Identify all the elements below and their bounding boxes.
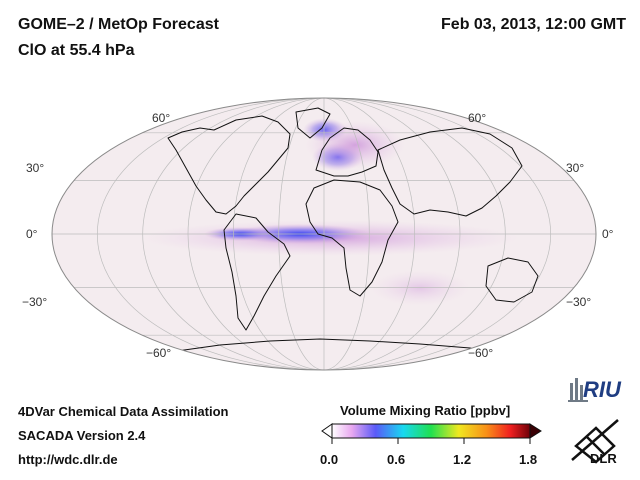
map-subtitle: ClO at 55.4 hPa (18, 42, 135, 59)
globe-outline (51, 97, 597, 371)
lat-label-60s-left: −60° (146, 346, 171, 360)
latitude-labels-right: 60° 30° 0° −30° −60° (468, 111, 614, 360)
south-pink-patch (370, 270, 470, 306)
graticule (52, 98, 596, 370)
footer-method: 4DVar Chemical Data Assimilation (18, 404, 229, 419)
antarctica-coast (169, 338, 506, 357)
colorbar-low-arrow (321, 423, 333, 439)
lat-label-60s-right: −60° (468, 346, 493, 360)
dlr-logo: DLR (571, 419, 619, 466)
map-title: GOME–2 / MetOp Forecast (18, 16, 219, 33)
north-america-coast (167, 115, 291, 215)
colorbar-gradient (331, 423, 531, 439)
colorbar-tick-0: 0.0 (320, 452, 339, 467)
lat-label-60n-left: 60° (152, 111, 170, 125)
colorbar-high-arrow (529, 423, 542, 439)
lat-label-30s-right: −30° (566, 295, 591, 309)
coastlines (167, 107, 539, 357)
south-america-coast (223, 213, 291, 331)
colorbar-tick-3: 1.8 (519, 452, 538, 467)
lat-label-60n-right: 60° (468, 111, 486, 125)
latitude-labels-left: 60° 30° 0° −30° −60° (22, 111, 171, 360)
lat-label-30n-left: 30° (26, 161, 44, 175)
europe-coast (315, 127, 379, 177)
asia-coast (377, 127, 523, 217)
greenland-coast (295, 107, 331, 139)
colorbar-title: Volume Mixing Ratio [ppbv] (340, 403, 511, 418)
forecast-datetime: Feb 03, 2013, 12:00 GMT (441, 16, 626, 33)
colorbar (321, 423, 542, 444)
africa-coast (305, 179, 399, 297)
riu-logo: RIU (568, 377, 622, 402)
lat-label-0-right: 0° (602, 227, 614, 241)
footer-url[interactable]: http://wdc.dlr.de (18, 452, 118, 467)
footer-version: SACADA Version 2.4 (18, 428, 146, 443)
australia-coast (485, 257, 539, 303)
colorbar-tick-1: 0.6 (387, 452, 406, 467)
riu-logo-text: RIU (583, 377, 622, 402)
lat-label-30s-left: −30° (22, 295, 47, 309)
colorbar-tick-2: 1.2 (453, 452, 472, 467)
lat-label-30n-right: 30° (566, 161, 584, 175)
dlr-logo-text: DLR (590, 451, 617, 466)
lat-label-0-left: 0° (26, 227, 38, 241)
